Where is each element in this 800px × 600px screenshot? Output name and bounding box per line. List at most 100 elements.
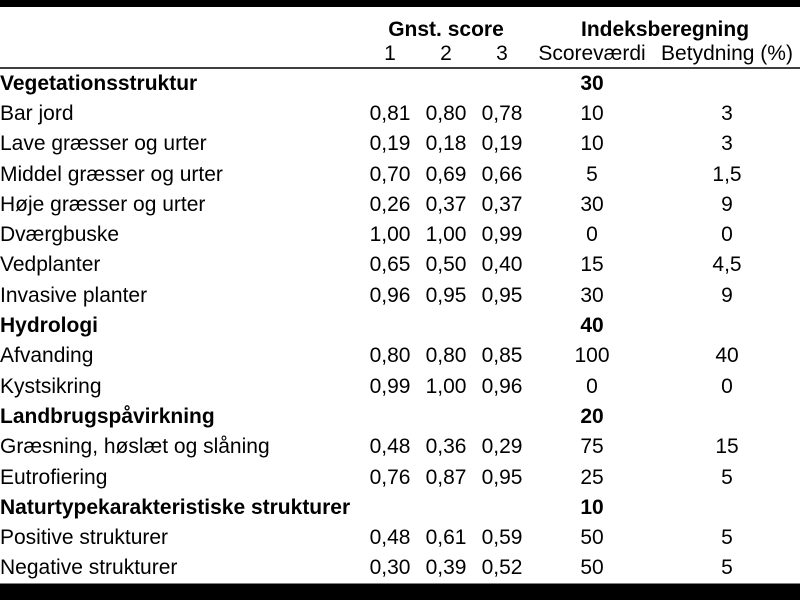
table-group-row: Naturtypekarakteristiske strukturer 10 (0, 492, 800, 522)
score-2-cell: 0,69 (425, 162, 467, 186)
row-label: Græsning, høslæt og slåning (0, 435, 270, 459)
table-row: Græsning, høslæt og slåning 0,48 0,36 0,29 7… (0, 432, 800, 462)
score-3-cell: 0,78 (481, 101, 523, 125)
table-row: Positive strukturer 0,48 0,61 0,59 50 5 (0, 522, 800, 552)
score-1-cell (362, 310, 418, 340)
betydning-cell: 15 (715, 435, 739, 459)
score-2-cell (418, 310, 474, 340)
score-2-cell: 0,39 (425, 556, 467, 580)
score-1-cell: 0,19 (369, 132, 411, 156)
betydning-cell: 1,5 (712, 162, 742, 186)
table-row: Kystsikring 0,99 1,00 0,96 0 0 (0, 371, 800, 401)
scorevaerdi-cell: 50 (580, 556, 604, 580)
betydning-cell (654, 68, 800, 98)
row-label: Eutrofiering (0, 465, 108, 489)
score-1-cell: 0,30 (369, 556, 411, 580)
row-label: Negative strukturer (0, 556, 178, 580)
betydning-cell: 4,5 (712, 253, 742, 277)
score-2-cell (418, 401, 474, 431)
table-row: Vedplanter 0,65 0,50 0,40 15 4,5 (0, 250, 800, 280)
betydning-cell: 40 (715, 344, 739, 368)
scorevaerdi-cell: 10 (580, 495, 604, 519)
header-indeksberegning: Indeksberegning (580, 18, 750, 41)
scorevaerdi-cell: 10 (580, 132, 604, 156)
col-header-score-2: 2 (440, 42, 452, 65)
score-3-cell (474, 401, 530, 431)
score-3-cell: 0,99 (481, 223, 523, 247)
table-row: Høje græsser og urter 0,26 0,37 0,37 30 9 (0, 189, 800, 219)
scorevaerdi-cell: 5 (586, 162, 598, 186)
header-group-row: Gnst. score Indeksberegning (0, 7, 800, 43)
score-2-cell: 0,37 (425, 192, 467, 216)
scorevaerdi-cell: 75 (580, 435, 604, 459)
table-row: Middel græsser og urter 0,70 0,69 0,66 5 1,5 (0, 159, 800, 189)
betydning-cell: 0 (721, 374, 733, 398)
score-3-cell: 0,85 (481, 344, 523, 368)
row-label: Naturtypekarakteristiske strukturer (0, 495, 351, 519)
header-empty-cell (0, 43, 362, 68)
score-1-cell (362, 492, 418, 522)
row-label: Hydrologi (0, 314, 98, 338)
row-label: Vedplanter (0, 253, 101, 277)
score-2-cell (418, 492, 474, 522)
betydning-cell: 3 (721, 101, 733, 125)
table-header: Gnst. score Indeksberegning 1 2 3 Scorev… (0, 7, 800, 68)
row-label: Vegetationsstruktur (0, 72, 198, 96)
betydning-cell: 5 (721, 465, 733, 489)
header-columns-row: 1 2 3 Scoreværdi Betydning (%) (0, 43, 800, 68)
row-label: Kystsikring (0, 374, 102, 398)
score-2-cell: 0,18 (425, 132, 467, 156)
score-3-cell: 0,19 (481, 132, 523, 156)
score-1-cell (362, 401, 418, 431)
betydning-cell: 0 (721, 223, 733, 247)
betydning-cell: 3 (721, 132, 733, 156)
top-border-bar (0, 0, 800, 7)
betydning-cell (654, 401, 800, 431)
row-label: Dværgbuske (0, 223, 120, 247)
row-label: Positive strukturer (0, 526, 169, 550)
header-gnst-score: Gnst. score (388, 18, 504, 41)
table-row: Dværgbuske 1,00 1,00 0,99 0 0 (0, 219, 800, 249)
betydning-cell (654, 310, 800, 340)
bottom-border-bar (0, 584, 800, 600)
row-label: Lave græsser og urter (0, 132, 207, 156)
score-1-cell: 0,48 (369, 526, 411, 550)
score-1-cell: 0,48 (369, 435, 411, 459)
table-row: Lave græsser og urter 0,19 0,18 0,19 10 3 (0, 129, 800, 159)
score-3-cell (474, 492, 530, 522)
scorevaerdi-cell: 25 (580, 465, 604, 489)
score-3-cell: 0,52 (481, 556, 523, 580)
score-2-cell: 0,80 (425, 101, 467, 125)
score-3-cell: 0,66 (481, 162, 523, 186)
table-body: Vegetationsstruktur 30 Bar jord 0,81 0,80 0,7… (0, 68, 800, 583)
score-3-cell: 0,95 (481, 465, 523, 489)
score-1-cell: 0,80 (369, 344, 411, 368)
table-row: Eutrofiering 0,76 0,87 0,95 25 5 (0, 462, 800, 492)
score-1-cell: 0,96 (369, 283, 411, 307)
score-3-cell: 0,59 (481, 526, 523, 550)
score-2-cell: 1,00 (425, 223, 467, 247)
score-1-cell: 0,76 (369, 465, 411, 489)
row-label: Invasive planter (0, 283, 148, 307)
scorevaerdi-cell: 50 (580, 526, 604, 550)
score-3-cell: 0,95 (481, 283, 523, 307)
score-1-cell: 0,65 (369, 253, 411, 277)
table-row: Negative strukturer 0,30 0,39 0,52 50 5 (0, 553, 800, 583)
scorevaerdi-cell: 30 (580, 72, 604, 96)
index-calculation-table: Gnst. score Indeksberegning 1 2 3 Scorev… (0, 7, 800, 584)
score-3-cell: 0,37 (481, 192, 523, 216)
score-3-cell (474, 68, 530, 98)
score-2-cell: 0,36 (425, 435, 467, 459)
score-1-cell: 0,99 (369, 374, 411, 398)
col-header-score-3: 3 (496, 42, 508, 65)
score-2-cell: 0,61 (425, 526, 467, 550)
table-row: Invasive planter 0,96 0,95 0,95 30 9 (0, 280, 800, 310)
table-group-row: Hydrologi 40 (0, 310, 800, 340)
scorevaerdi-cell: 15 (580, 253, 604, 277)
score-1-cell: 0,81 (369, 101, 411, 125)
table-row: Bar jord 0,81 0,80 0,78 10 3 (0, 98, 800, 128)
score-2-cell: 0,80 (425, 344, 467, 368)
score-1-cell: 0,70 (369, 162, 411, 186)
scorevaerdi-cell: 20 (580, 404, 604, 428)
score-3-cell: 0,96 (481, 374, 523, 398)
